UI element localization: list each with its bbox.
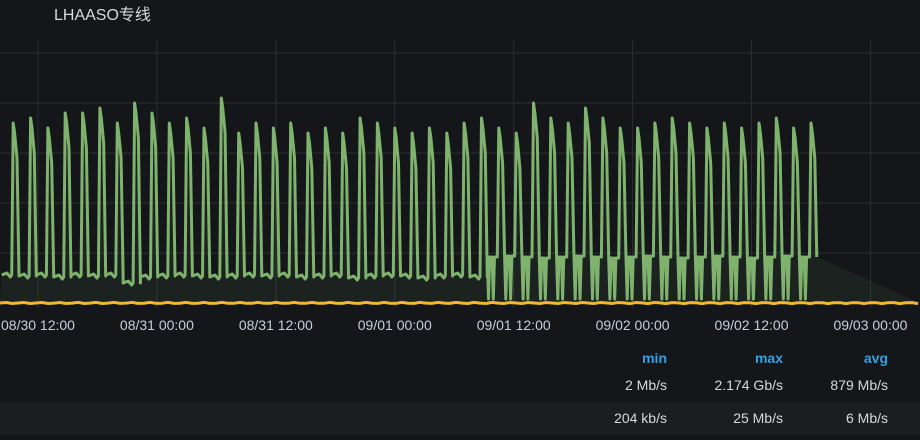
legend-header-avg[interactable]: avg bbox=[863, 350, 888, 366]
legend-max: 2.174 Gb/s bbox=[714, 377, 784, 393]
series-line-yellow bbox=[0, 300, 919, 306]
x-tick-label: 09/01 00:00 bbox=[358, 317, 432, 333]
legend-row[interactable]: 204 kb/s 25 Mb/s 6 Mb/s bbox=[0, 402, 920, 435]
legend-header-min[interactable]: min bbox=[642, 350, 667, 366]
x-tick-label: 09/02 12:00 bbox=[715, 317, 789, 333]
panel-title[interactable]: LHAASO专线 bbox=[54, 7, 151, 24]
x-tick-label: 08/31 00:00 bbox=[120, 317, 194, 333]
legend-avg: 6 Mb/s bbox=[845, 410, 888, 426]
legend-header: min max avg bbox=[0, 342, 920, 375]
time-series-chart[interactable]: 08/30 12:00 08/31 00:00 08/31 12:00 09/01 0… bbox=[0, 0, 920, 340]
legend-row[interactable]: 2 Mb/s 2.174 Gb/s 879 Mb/s bbox=[0, 369, 920, 402]
legend-header-max[interactable]: max bbox=[754, 350, 783, 366]
series-line-green bbox=[1, 96, 819, 301]
x-tick-label: 09/03 00:00 bbox=[833, 317, 907, 333]
legend-avg: 879 Mb/s bbox=[830, 377, 888, 393]
x-tick-label: 09/01 12:00 bbox=[477, 317, 551, 333]
x-tick-label: 08/30 12:00 bbox=[1, 317, 75, 333]
x-tick-label: 09/02 00:00 bbox=[596, 317, 670, 333]
legend-max: 25 Mb/s bbox=[733, 410, 783, 426]
legend-min: 2 Mb/s bbox=[624, 377, 667, 393]
legend-min: 204 kb/s bbox=[614, 410, 667, 426]
x-tick-label: 08/31 12:00 bbox=[239, 317, 313, 333]
